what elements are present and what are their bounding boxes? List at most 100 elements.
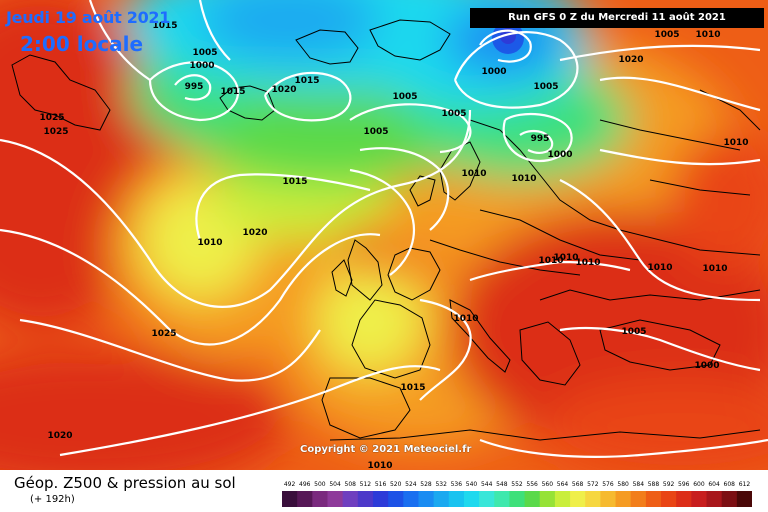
scale-tick-label: 548 [496,481,508,488]
pressure-label: 1005 [392,92,417,102]
scale-tick-label: 568 [572,481,584,488]
pressure-label: 1015 [282,177,307,187]
pressure-label: 1000 [547,150,572,160]
pressure-label: 1010 [511,174,536,184]
scale-swatch [448,491,465,507]
pressure-label: 1005 [621,327,646,337]
scale-tick-label: 588 [648,481,660,488]
scale-swatch [418,491,435,507]
pressure-label: 1020 [618,55,643,65]
scale-tick-label: 556 [526,481,538,488]
scale-swatch [721,491,738,507]
scale-tick-label: 536 [451,481,463,488]
scale-tick-label: 564 [557,481,569,488]
pressure-label: 995 [531,134,550,144]
scale-tick-label: 532 [435,481,447,488]
pressure-label: 995 [185,82,204,92]
scale-swatch [539,491,556,507]
pressure-label: 1010 [367,461,392,470]
scale-swatch [479,491,495,507]
pressure-label: 1010 [197,238,222,248]
scale-tick-label: 544 [481,481,493,488]
scale-tick-label: 596 [678,481,690,488]
scale-tick-label: 580 [617,481,629,488]
scale-tick-label: 528 [420,481,432,488]
model-run-label: Run GFS 0 Z du Mercredi 11 août 2021 [470,8,764,28]
pressure-label: 1000 [189,61,214,71]
pressure-label: 1000 [694,361,719,371]
scale-tick-label: 500 [314,481,326,488]
scale-tick-label: 492 [284,481,296,488]
legend-title: Géop. Z500 & pression au sol [14,474,236,492]
scale-tick-label: 552 [511,481,523,488]
scale-swatch [494,491,510,507]
pressure-label: 1005 [533,82,558,92]
scale-swatch [403,491,419,507]
pressure-label: 1005 [654,30,679,40]
pressure-label: 1025 [39,113,64,123]
pressure-label: 1015 [220,87,245,97]
scale-swatch [357,491,374,507]
scale-swatch [630,491,647,507]
scale-swatch [509,491,526,507]
scale-tick-label: 504 [329,481,341,488]
pressure-label: 1015 [400,383,425,393]
scale-tick-label: 520 [390,481,402,488]
scale-swatch [645,491,662,507]
pressure-label: 1010 [723,138,748,148]
scale-tick-label: 496 [299,481,311,488]
pressure-label: 1000 [481,67,506,77]
isobars [0,0,768,458]
scale-tick-label: 592 [663,481,675,488]
pressure-label: 1010 [453,314,478,324]
pressure-label: 1005 [192,48,217,58]
scale-tick-label: 512 [360,481,372,488]
pressure-label: 1005 [363,127,388,137]
scale-tick-label: 608 [724,481,736,488]
scale-swatch [615,491,632,507]
scale-swatch [433,491,450,507]
scale-swatch [282,491,298,507]
pressure-label: 1005 [441,109,466,119]
scale-tick-label: 540 [466,481,478,488]
scale-tick-label: 524 [405,481,417,488]
scale-swatch [327,491,344,507]
scale-tick-label: 508 [345,481,357,488]
pressure-label: 1025 [43,127,68,137]
scale-swatch [312,491,328,507]
scale-tick-label: 576 [602,481,614,488]
pressure-label: 1020 [271,85,296,95]
forecast-date: Jeudi 19 août 2021 [6,8,171,27]
legend-subtitle: (+ 192h) [30,494,75,505]
scale-swatch [554,491,571,507]
scale-swatch [463,491,480,507]
scale-swatch [342,491,359,507]
pressure-label: 1015 [152,21,177,31]
pressure-label: 1010 [695,30,720,40]
pressure-label: 1015 [294,76,319,86]
scale-swatch [388,491,404,507]
scale-swatch [570,491,586,507]
pressure-label: 1010 [647,263,672,273]
z500-color-field [0,0,768,470]
pressure-label: 1010 [553,253,578,263]
forecast-time: 2:00 locale [20,32,144,56]
scale-swatch [585,491,601,507]
scale-tick-label: 516 [375,481,387,488]
scale-swatch [372,491,389,507]
scale-swatch [736,491,752,507]
scale-tick-label: 600 [693,481,705,488]
copyright-text: Copyright © 2021 Meteociel.fr [300,444,472,455]
pressure-label: 1020 [242,228,267,238]
pressure-label: 1025 [151,329,176,339]
scale-swatch [297,491,313,507]
scale-tick-label: 612 [739,481,751,488]
scale-tick-label: 604 [708,481,720,488]
scale-swatch [676,491,692,507]
scale-swatch [600,491,617,507]
pressure-label: 1010 [538,256,563,266]
scale-swatch [691,491,708,507]
scale-tick-label: 572 [587,481,599,488]
